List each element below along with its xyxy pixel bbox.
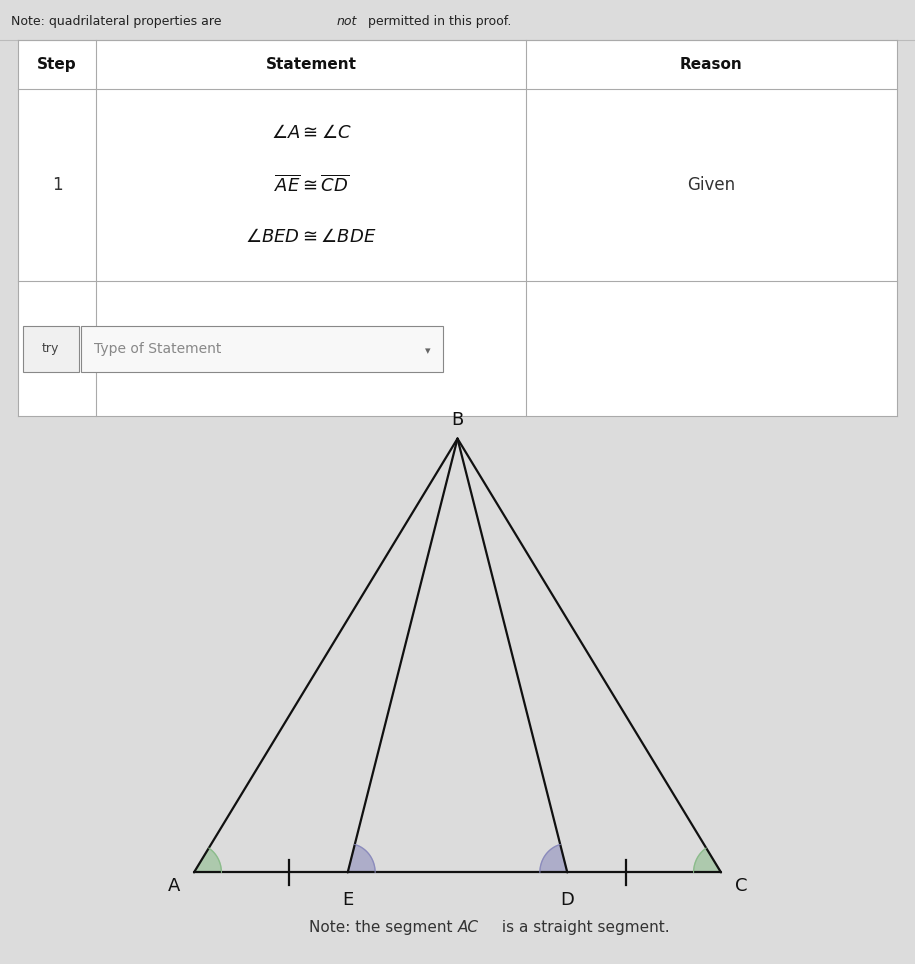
Text: Step: Step — [38, 57, 77, 72]
Text: $\angle BED \cong \angle BDE$: $\angle BED \cong \angle BDE$ — [245, 228, 377, 246]
Polygon shape — [348, 844, 375, 872]
Text: Note: quadrilateral properties are: Note: quadrilateral properties are — [11, 14, 225, 28]
Text: ▾: ▾ — [425, 346, 430, 356]
Text: $\angle A \cong \angle C$: $\angle A \cong \angle C$ — [271, 124, 351, 142]
Polygon shape — [540, 844, 567, 872]
Text: try: try — [42, 342, 59, 356]
Text: 1: 1 — [52, 176, 62, 194]
Text: $\overline{AE} \cong \overline{CD}$: $\overline{AE} \cong \overline{CD}$ — [274, 174, 349, 196]
Text: A: A — [168, 877, 180, 896]
Text: B: B — [451, 411, 464, 429]
Text: is a straight segment.: is a straight segment. — [497, 920, 670, 935]
Polygon shape — [694, 848, 721, 872]
Text: Statement: Statement — [265, 57, 357, 72]
Text: Reason: Reason — [680, 57, 743, 72]
Polygon shape — [194, 848, 221, 872]
Text: Type of Statement: Type of Statement — [94, 342, 221, 356]
FancyBboxPatch shape — [81, 326, 443, 372]
Text: Note: the segment: Note: the segment — [309, 920, 458, 935]
Bar — [18, 40, 897, 416]
Text: D: D — [560, 891, 575, 909]
FancyBboxPatch shape — [23, 326, 79, 372]
Text: not: not — [337, 14, 357, 28]
Text: E: E — [342, 891, 353, 909]
Text: Given: Given — [687, 176, 736, 194]
Text: permitted in this proof.: permitted in this proof. — [364, 14, 511, 28]
Text: C: C — [735, 877, 747, 896]
Text: AC: AC — [458, 920, 479, 935]
